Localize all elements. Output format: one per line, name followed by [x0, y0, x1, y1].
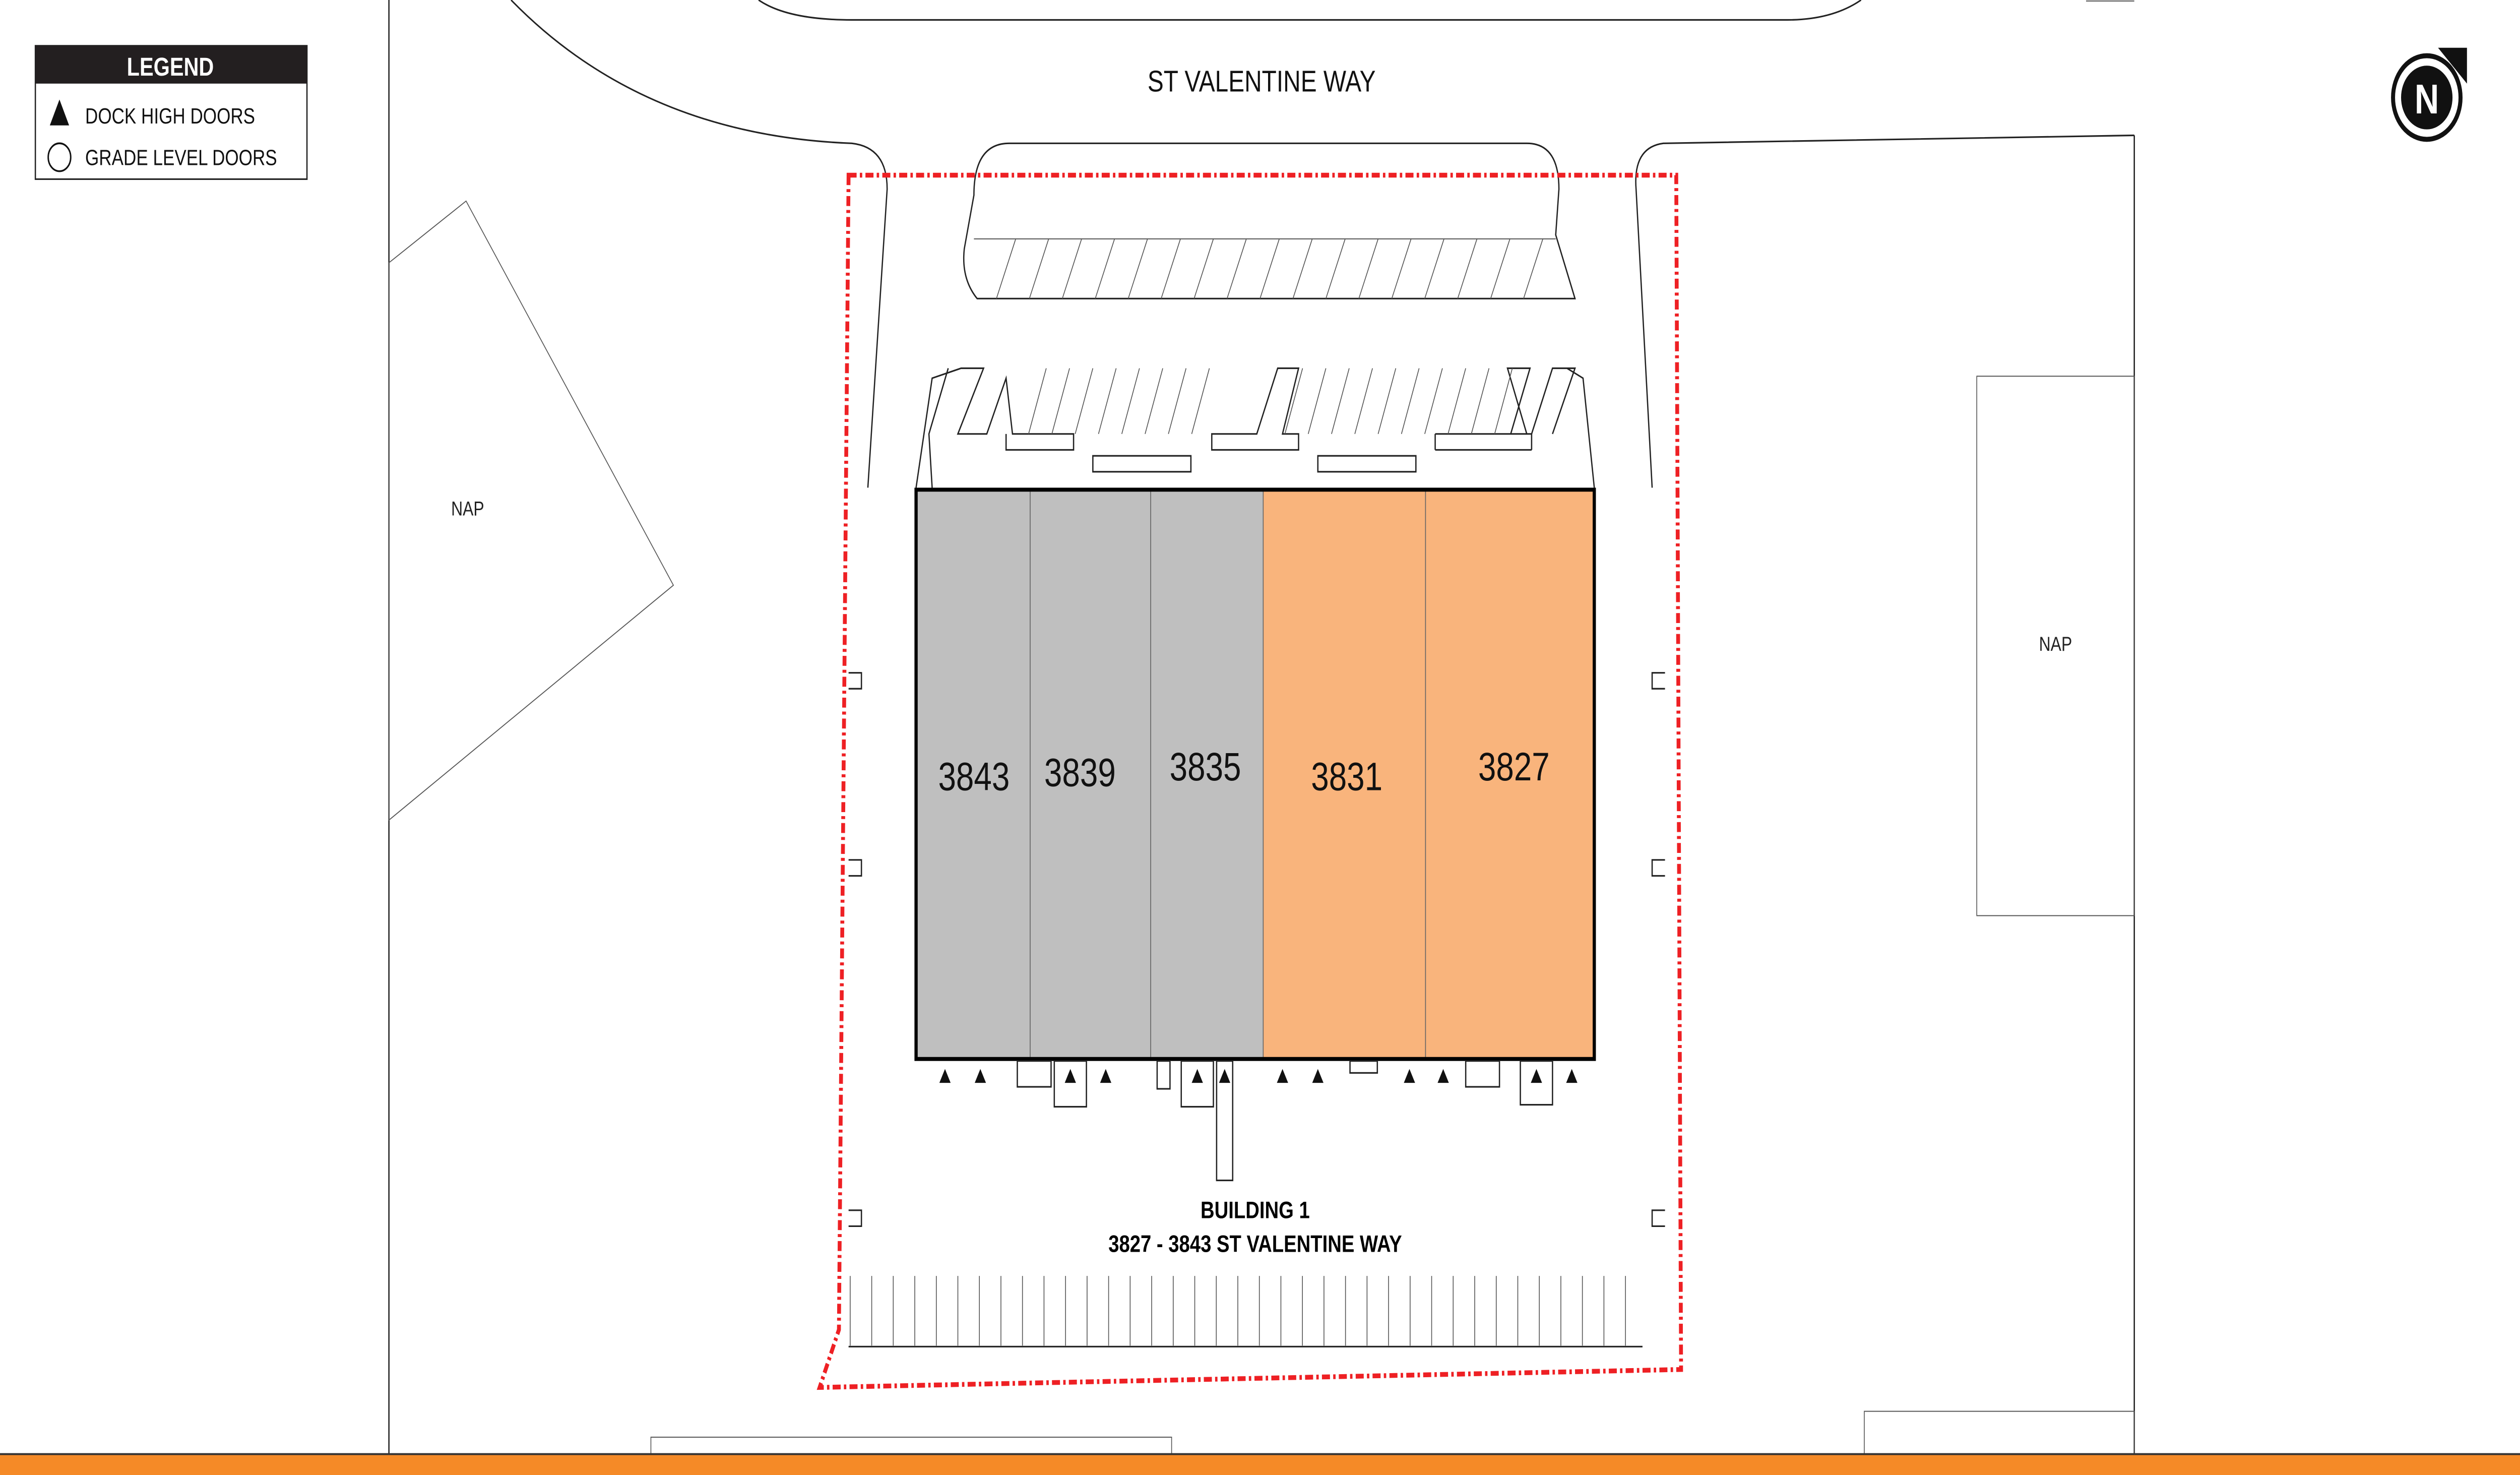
dock-door-icon: [1312, 1069, 1324, 1083]
parking-stall-line: [1168, 368, 1187, 435]
parking-stall-line: [1391, 238, 1412, 299]
footer-bar: [0, 1455, 2520, 1475]
parking-stall-line: [1354, 368, 1373, 435]
parking-stall-line: [1127, 238, 1148, 299]
north-arrow: N: [2391, 47, 2467, 142]
parking-stall-line: [1401, 368, 1420, 435]
dock-door-icon: [1437, 1069, 1449, 1083]
parking-stall-line: [1029, 238, 1049, 299]
unit-3831[interactable]: [1263, 489, 1426, 1060]
dock-door-icon: [1100, 1069, 1112, 1083]
parking-stall-line: [1325, 238, 1346, 299]
property-boundary: [816, 172, 1683, 1390]
median-curb: [758, 0, 1862, 21]
nap-label-east: NAP: [2039, 633, 2072, 655]
parking-stall-line: [1307, 368, 1327, 435]
nap-parcel-west: [388, 200, 674, 821]
unit-number: 3843: [938, 755, 1010, 799]
nap-parcel-east: [1976, 376, 2135, 916]
parking-stall-line: [1191, 368, 1210, 435]
unit-number: 3835: [1170, 745, 1241, 789]
north-parking-island: [963, 142, 1576, 299]
parking-stall-line: [1284, 368, 1303, 435]
parking-stall-line: [1161, 238, 1181, 299]
unit-3843[interactable]: [915, 489, 1031, 1060]
parking-stall-line: [1051, 368, 1070, 435]
parking-stall-line: [1121, 368, 1140, 435]
south-parking-row: [848, 1276, 1643, 1347]
dock-door-icon: [1277, 1069, 1288, 1083]
parking-stall-line: [1062, 238, 1082, 299]
unit-3839[interactable]: [1030, 489, 1151, 1060]
parking-stall-line: [1028, 368, 1047, 435]
legend-item-label: GRADE LEVEL DOORS: [85, 146, 277, 170]
north-parking-row: [915, 367, 1595, 488]
parking-stall-line: [1226, 238, 1247, 299]
dock-door-icon: [1219, 1069, 1231, 1083]
parking-stall-line: [1095, 238, 1115, 299]
driveway-right-edge: [1635, 134, 2134, 488]
parking-stall-line: [1358, 238, 1379, 299]
circle-icon: [47, 142, 72, 172]
parking-stall-line: [1494, 368, 1513, 435]
parking-stall-line: [996, 238, 1017, 299]
dock-door-icon: [1566, 1069, 1578, 1083]
parking-stall-line: [1424, 238, 1444, 299]
parking-stall-line: [1075, 368, 1094, 435]
parking-stall-line: [1490, 238, 1510, 299]
parking-stall-line: [1259, 238, 1280, 299]
unit-3835[interactable]: [1150, 489, 1264, 1060]
unit-number: 3827: [1478, 745, 1550, 789]
parking-stall-line: [1471, 368, 1490, 435]
parking-stall-line: [1331, 368, 1350, 435]
street-label: ST VALENTINE WAY: [1148, 65, 1376, 98]
dock-door-icon: [1404, 1069, 1415, 1083]
dock-door-icon: [939, 1069, 951, 1083]
dock-doors: [939, 1069, 1578, 1083]
parking-stall-line: [1193, 238, 1214, 299]
driveway-left-edge: [511, 0, 888, 488]
dock-door-icon: [1064, 1069, 1076, 1083]
parking-stall-line: [1523, 238, 1543, 299]
parking-stall-line: [1457, 238, 1478, 299]
building-address: 3827 - 3843 ST VALENTINE WAY: [1108, 1231, 1402, 1258]
dock-door-icon: [974, 1069, 986, 1083]
parking-stall-line: [1145, 368, 1163, 435]
legend-item-label: DOCK HIGH DOORS: [85, 104, 255, 128]
north-label: N: [2415, 76, 2439, 122]
boundary-notches: [848, 672, 1665, 1227]
loading-pads: [1017, 1060, 1553, 1182]
unit-number: 3831: [1311, 755, 1382, 799]
legend: LEGEND DOCK HIGH DOORS GRADE LEVEL DOORS: [34, 45, 308, 180]
parking-stall-line: [1377, 368, 1397, 435]
triangle-icon: [49, 99, 70, 126]
parking-stall-line: [1447, 368, 1466, 435]
building-1: 3843 3839 3835 3831 3827: [914, 487, 1596, 1061]
parking-stall-line: [1098, 368, 1117, 435]
building-title: BUILDING 1: [1201, 1197, 1310, 1224]
parcel-south-east: [1864, 1410, 2135, 1456]
dock-door-icon: [1191, 1069, 1203, 1083]
unit-3827[interactable]: [1425, 489, 1595, 1060]
nap-label-west: NAP: [451, 498, 484, 520]
parking-stall-line: [1424, 368, 1443, 435]
legend-title: LEGEND: [127, 52, 214, 81]
unit-number: 3839: [1044, 751, 1116, 795]
dock-door-icon: [1531, 1069, 1542, 1083]
parking-stall-line: [1292, 238, 1313, 299]
